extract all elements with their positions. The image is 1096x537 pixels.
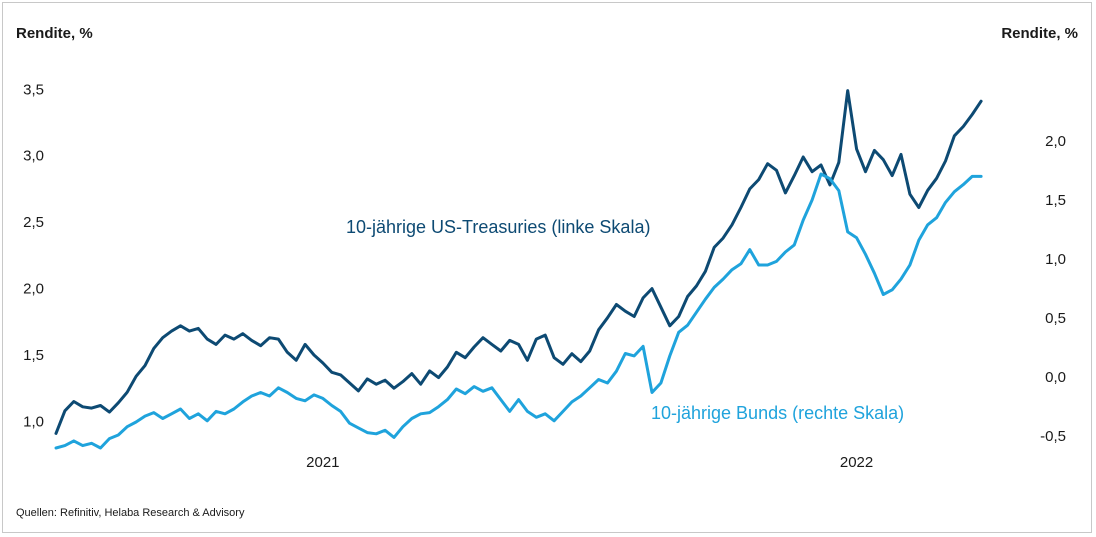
x-tick-label: 2021 [306, 454, 339, 471]
right-axis-ticks: -0,5 0,0 0,5 1,0 1,5 2,0 [1040, 133, 1066, 445]
us-treasuries-line [54, 89, 983, 435]
right-tick-label: 0,0 [1045, 369, 1066, 386]
x-tick-label: 2022 [840, 454, 873, 471]
left-axis-title: Rendite, % [16, 25, 93, 42]
annotation-bunds: 10-jährige Bunds (rechte Skala) [651, 403, 904, 423]
right-tick-label: 1,5 [1045, 192, 1066, 209]
right-tick-label: 0,5 [1045, 310, 1066, 327]
left-tick-label: 3,5 [23, 81, 44, 98]
right-axis-title: Rendite, % [1001, 25, 1078, 42]
left-tick-label: 2,5 [23, 214, 44, 231]
bunds-line [54, 172, 983, 450]
annotation-us-treasuries: 10-jährige US-Treasuries (linke Skala) [346, 217, 650, 237]
left-tick-label: 1,5 [23, 347, 44, 364]
left-tick-label: 3,0 [23, 148, 44, 165]
left-axis-ticks: 1,0 1,5 2,0 2,5 3,0 3,5 [23, 81, 44, 430]
right-tick-label: 1,0 [1045, 251, 1066, 268]
series-layer [54, 89, 983, 450]
right-tick-label: -0,5 [1040, 428, 1066, 445]
right-tick-label: 2,0 [1045, 133, 1066, 150]
left-tick-label: 2,0 [23, 281, 44, 298]
left-tick-label: 1,0 [23, 413, 44, 430]
x-axis-ticks: 2021 2022 [306, 454, 873, 471]
source-note: Quellen: Refinitiv, Helaba Research & Ad… [16, 507, 245, 519]
